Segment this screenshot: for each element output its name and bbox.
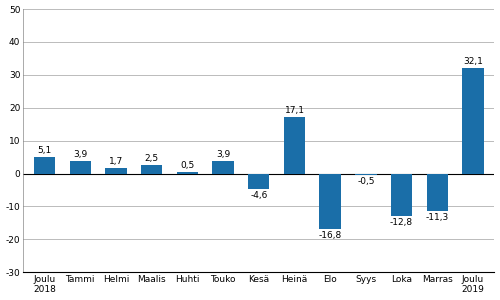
Bar	[105, 168, 126, 174]
Bar	[34, 157, 55, 174]
Bar	[70, 161, 91, 174]
Text: 5,1: 5,1	[38, 146, 52, 155]
Text: -12,8: -12,8	[390, 218, 413, 227]
Text: 17,1: 17,1	[284, 106, 304, 115]
Text: 1,7: 1,7	[109, 157, 123, 166]
Text: 32,1: 32,1	[463, 57, 483, 66]
Text: 3,9: 3,9	[216, 150, 230, 159]
Bar	[248, 174, 270, 189]
Text: -4,6: -4,6	[250, 191, 268, 200]
Bar	[355, 174, 376, 175]
Bar	[391, 174, 412, 216]
Bar	[320, 174, 341, 229]
Bar	[462, 68, 483, 174]
Bar	[176, 172, 198, 174]
Bar	[141, 165, 163, 174]
Text: 0,5: 0,5	[180, 161, 194, 170]
Text: -11,3: -11,3	[426, 213, 449, 222]
Bar	[426, 174, 448, 211]
Bar	[212, 161, 234, 174]
Text: 2,5: 2,5	[144, 154, 158, 164]
Text: -0,5: -0,5	[357, 177, 374, 186]
Text: 3,9: 3,9	[73, 150, 88, 159]
Text: -16,8: -16,8	[318, 231, 342, 240]
Bar	[284, 117, 305, 174]
